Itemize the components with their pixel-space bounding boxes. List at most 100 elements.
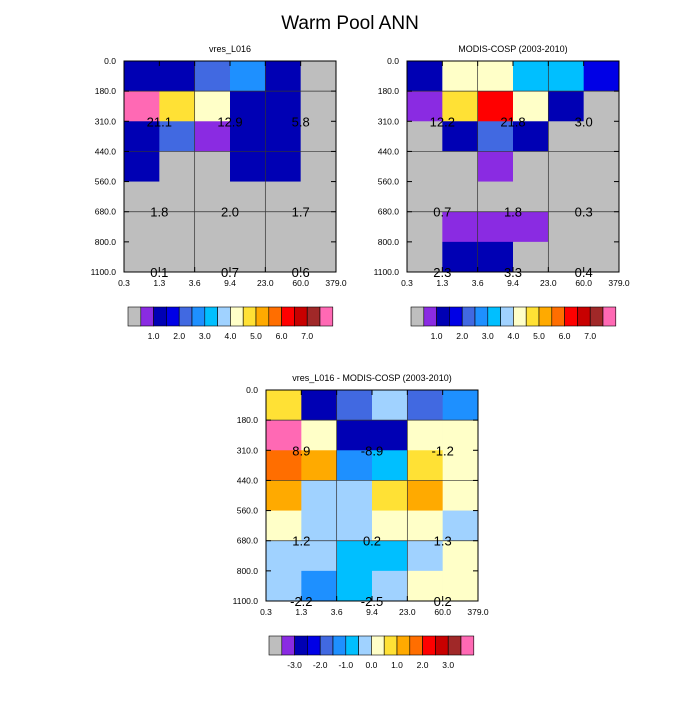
heatmap-cell: [583, 181, 620, 213]
y-tick-label: 310.0: [378, 116, 400, 126]
heatmap-cell: [407, 151, 443, 182]
colorbar-tick-label: 2.0: [173, 331, 185, 341]
colorbar-swatch: [410, 306, 425, 327]
colorbar-tick-label: 2.0: [456, 331, 468, 341]
heatmap-cell: [477, 61, 514, 92]
colorbar-swatch: [281, 635, 295, 656]
colorbar-swatch: [191, 306, 206, 327]
x-tick-label: 3.6: [331, 607, 343, 617]
x-tick-label: 60.0: [434, 607, 451, 617]
heatmap-cell: [407, 61, 443, 92]
colorbar-swatch: [307, 635, 321, 656]
heatmap-cell: [336, 450, 373, 481]
heatmap-cell: [300, 241, 337, 273]
panel-title: vres_L016 - MODIS-COSP (2003-2010): [292, 373, 451, 383]
x-tick-label: 0.3: [401, 278, 413, 288]
y-tick-label: 680.0: [378, 207, 400, 217]
heatmap-cell: [301, 480, 337, 511]
colorbar-swatch: [294, 635, 308, 656]
y-tick-label: 0.0: [246, 385, 258, 395]
heatmap-cell: [300, 181, 337, 213]
data-label: -2.5: [361, 594, 383, 609]
colorbar-swatch: [589, 306, 604, 327]
heatmap-cell: [372, 570, 408, 602]
heatmap-cell: [194, 211, 231, 243]
x-tick-label: 379.0: [467, 607, 489, 617]
heatmap-cell: [548, 181, 584, 213]
colorbar-swatch: [230, 306, 244, 327]
heatmap-cell: [442, 450, 479, 481]
colorbar-swatch: [461, 306, 476, 327]
colorbar-swatch: [358, 635, 372, 656]
heatmap-cell: [407, 450, 443, 481]
colorbar-tick-label: 3.0: [442, 660, 454, 670]
heatmap-cell: [407, 390, 443, 421]
heatmap-cell: [442, 390, 479, 421]
colorbar-tick-label: 7.0: [301, 331, 313, 341]
heatmap-cell: [159, 91, 195, 122]
colorbar-swatch: [538, 306, 553, 327]
heatmap-cell: [407, 181, 443, 213]
heatmap-cell: [301, 570, 337, 602]
data-label: 2.3: [433, 265, 451, 280]
y-tick-label: 440.0: [237, 475, 259, 485]
heatmap-cell: [372, 450, 408, 481]
colorbar-tick-label: 5.0: [533, 331, 545, 341]
heatmap-cell: [266, 480, 302, 511]
heatmap-cell: [407, 570, 443, 602]
x-tick-label: 9.4: [224, 278, 236, 288]
y-tick-label: 560.0: [237, 506, 259, 516]
heatmap-cell: [301, 510, 337, 542]
heatmap-cell: [407, 211, 443, 243]
x-tick-label: 23.0: [540, 278, 557, 288]
heatmap-cell: [265, 151, 301, 182]
colorbar-swatch: [383, 635, 398, 656]
colorbar-tick-label: 1.0: [148, 331, 160, 341]
heatmap-cell: [583, 61, 620, 92]
data-label: 12.9: [217, 114, 242, 129]
data-label: -2.2: [290, 594, 312, 609]
heatmap-cell: [265, 91, 301, 122]
x-tick-label: 3.6: [189, 278, 201, 288]
colorbar-swatch: [178, 306, 193, 327]
heatmap-cell: [583, 91, 620, 122]
heatmap-cell: [477, 211, 514, 243]
colorbar-swatch: [140, 306, 154, 327]
heatmap-cell: [301, 450, 337, 481]
heatmap-cell: [548, 241, 584, 273]
heatmap-cell: [266, 540, 302, 572]
data-label: 1.7: [292, 205, 310, 220]
heatmap-cell: [230, 121, 266, 152]
colorbar-swatch: [319, 306, 334, 327]
colorbar-swatch: [242, 306, 257, 327]
heatmap-cell: [442, 480, 479, 511]
y-tick-label: 560.0: [95, 177, 117, 187]
heatmap-cell: [194, 241, 231, 273]
heatmap-cell: [194, 181, 231, 213]
colorbar-swatch: [422, 635, 436, 656]
heatmap-cell: [336, 570, 373, 602]
heatmap-cell: [513, 121, 549, 152]
colorbar-swatch: [204, 306, 218, 327]
heatmap-cell: [442, 241, 478, 273]
colorbar-swatch: [525, 306, 540, 327]
x-tick-label: 0.3: [118, 278, 130, 288]
colorbar-tick-label: 4.0: [507, 331, 519, 341]
data-label: 21.8: [500, 114, 525, 129]
data-label: 0.2: [434, 594, 452, 609]
colorbar-swatch: [396, 635, 411, 656]
colorbar-swatch: [294, 306, 308, 327]
colorbar-swatch: [255, 306, 270, 327]
heatmap-cell: [230, 181, 266, 213]
x-tick-label: 60.0: [575, 278, 592, 288]
heatmap-cell: [336, 510, 373, 542]
data-label: 0.7: [433, 205, 451, 220]
y-tick-label: 800.0: [378, 237, 400, 247]
y-tick-label: 560.0: [378, 177, 400, 187]
heatmap-cell: [477, 241, 514, 273]
heatmap-cell: [159, 211, 195, 243]
heatmap-cell: [266, 420, 302, 451]
heatmap-cell: [513, 211, 549, 243]
colorbar-tick-label: 7.0: [584, 331, 596, 341]
heatmap-cell: [372, 480, 408, 511]
